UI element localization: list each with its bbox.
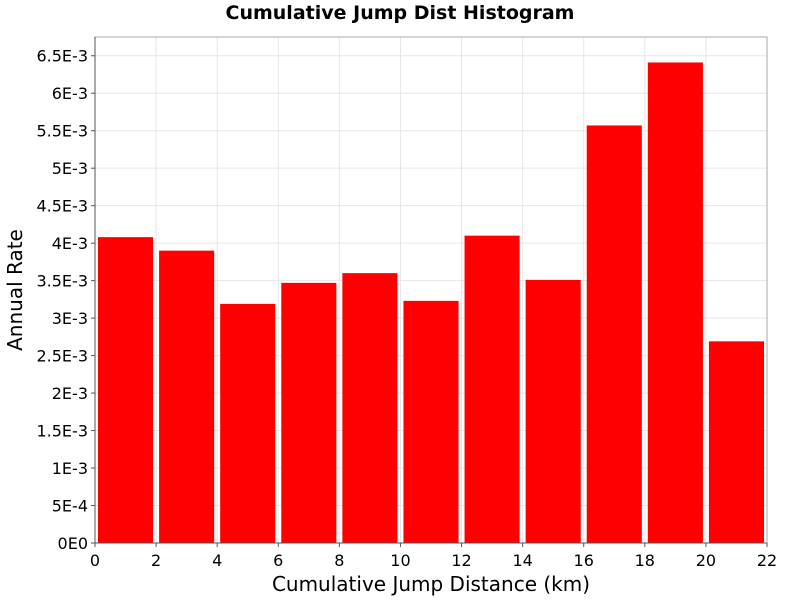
x-tick-label: 2 bbox=[151, 551, 161, 570]
y-tick-label: 6E-3 bbox=[52, 84, 88, 103]
x-tick-label: 10 bbox=[390, 551, 410, 570]
y-tick-label: 1E-3 bbox=[52, 459, 88, 478]
y-tick-label: 6.5E-3 bbox=[36, 47, 88, 66]
bar bbox=[342, 273, 398, 543]
x-tick-label: 16 bbox=[574, 551, 594, 570]
bar bbox=[525, 279, 581, 543]
bar bbox=[586, 125, 642, 543]
bars bbox=[98, 62, 764, 544]
bar bbox=[220, 303, 276, 543]
x-tick-label: 8 bbox=[334, 551, 344, 570]
x-tick-label: 0 bbox=[90, 551, 100, 570]
y-tick-label: 0E0 bbox=[58, 534, 88, 553]
x-tick-label: 20 bbox=[696, 551, 716, 570]
bar bbox=[159, 250, 215, 543]
y-tick-label: 5E-4 bbox=[52, 497, 88, 516]
y-axis-ticks: 0E0 5E-4 1E-3 1.5E-3 2E-3 2.5E-3 3E-3 3.5E-3 4E-… bbox=[36, 47, 95, 553]
bar bbox=[403, 300, 459, 543]
bar bbox=[98, 237, 154, 543]
y-axis-label: Annual Rate bbox=[3, 229, 27, 351]
x-axis-label: Cumulative Jump Distance (km) bbox=[272, 572, 590, 596]
y-tick-label: 3.5E-3 bbox=[36, 272, 88, 291]
y-tick-label: 1.5E-3 bbox=[36, 422, 88, 441]
x-tick-label: 12 bbox=[451, 551, 471, 570]
x-tick-label: 6 bbox=[273, 551, 283, 570]
y-tick-label: 4E-3 bbox=[52, 234, 88, 253]
y-tick-label: 4.5E-3 bbox=[36, 197, 88, 216]
x-tick-label: 4 bbox=[212, 551, 222, 570]
x-axis-ticks: 0 2 4 6 8 10 12 14 16 18 20 22 bbox=[90, 543, 777, 570]
y-tick-label: 2E-3 bbox=[52, 384, 88, 403]
x-tick-label: 14 bbox=[512, 551, 532, 570]
x-tick-label: 18 bbox=[635, 551, 655, 570]
bar bbox=[647, 62, 703, 544]
x-tick-label: 22 bbox=[757, 551, 777, 570]
y-tick-label: 3E-3 bbox=[52, 309, 88, 328]
bar bbox=[281, 282, 337, 543]
axes bbox=[94, 37, 767, 544]
y-tick-label: 5E-3 bbox=[52, 159, 88, 178]
bar bbox=[708, 341, 764, 543]
y-tick-label: 5.5E-3 bbox=[36, 122, 88, 141]
y-tick-label: 2.5E-3 bbox=[36, 347, 88, 366]
chart-title: Cumulative Jump Dist Histogram bbox=[225, 2, 575, 24]
bar bbox=[464, 235, 520, 543]
